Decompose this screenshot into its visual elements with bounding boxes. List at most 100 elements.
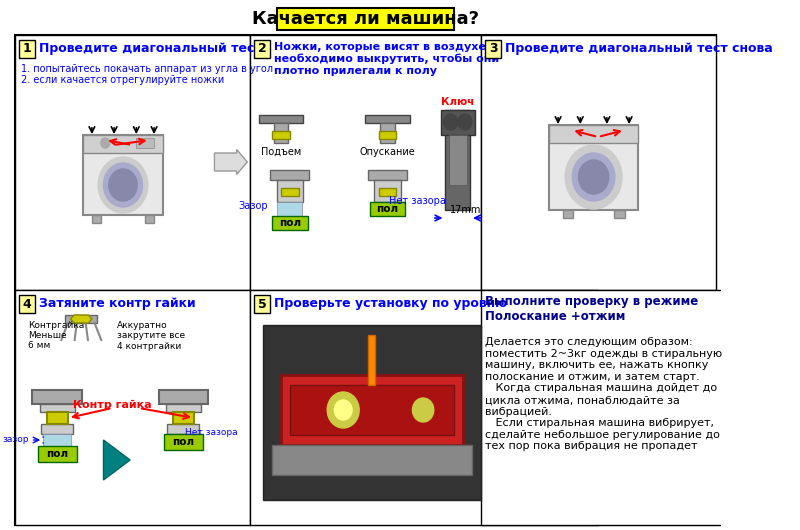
Text: Ножки, которые висят в воздухе,
необходимо выкрутить, чтобы они
плотно прилегали: Ножки, которые висят в воздухе, необходи… — [274, 42, 499, 76]
Bar — [145, 215, 154, 223]
Bar — [274, 123, 288, 143]
Bar — [83, 135, 163, 153]
Circle shape — [109, 169, 138, 201]
Text: Ключ: Ключ — [441, 97, 474, 107]
Bar — [43, 434, 71, 446]
Bar — [167, 424, 199, 434]
Bar — [272, 445, 472, 475]
Bar — [277, 8, 454, 30]
Text: Нет зазора: Нет зазора — [185, 428, 238, 437]
Bar — [66, 315, 98, 323]
Bar — [446, 110, 470, 210]
Circle shape — [103, 163, 142, 207]
Bar — [278, 202, 302, 216]
Text: Нет зазора: Нет зазора — [390, 196, 446, 206]
Text: Контргайка: Контргайка — [28, 321, 84, 330]
Polygon shape — [70, 315, 92, 323]
Bar — [83, 135, 163, 215]
Bar — [254, 40, 270, 58]
Bar — [136, 138, 154, 148]
Text: Подъем: Подъем — [261, 147, 301, 157]
Circle shape — [443, 114, 458, 130]
Text: 17mm: 17mm — [450, 205, 481, 215]
Bar — [368, 170, 407, 180]
Bar — [158, 390, 208, 404]
Text: 5: 5 — [258, 297, 266, 311]
Bar — [272, 216, 308, 230]
Text: пол: пол — [46, 449, 68, 459]
Bar — [254, 295, 270, 313]
Bar — [263, 325, 481, 500]
Bar — [259, 115, 303, 123]
Text: Проведите диагональный тест: Проведите диагональный тест — [38, 42, 262, 55]
Circle shape — [413, 398, 434, 422]
Bar — [42, 424, 74, 434]
Circle shape — [578, 160, 609, 194]
Bar — [486, 40, 502, 58]
Text: Качается ли машина?: Качается ли машина? — [252, 10, 479, 28]
Bar — [270, 170, 310, 180]
Bar — [290, 385, 454, 435]
Bar — [166, 404, 201, 412]
Bar — [381, 123, 394, 143]
Bar — [46, 412, 68, 424]
Text: 3: 3 — [489, 42, 498, 56]
Circle shape — [327, 392, 359, 428]
Bar — [378, 131, 397, 139]
Text: 4: 4 — [22, 297, 31, 311]
Text: Проверьте установку по уровню: Проверьте установку по уровню — [274, 297, 507, 310]
Circle shape — [101, 138, 110, 148]
Circle shape — [98, 157, 148, 213]
Bar — [614, 210, 625, 218]
Bar — [281, 375, 463, 445]
Bar — [38, 446, 77, 462]
Text: Меньше
6 мм: Меньше 6 мм — [28, 331, 66, 350]
Bar — [92, 215, 101, 223]
Bar — [19, 295, 35, 313]
Bar — [378, 188, 397, 196]
Text: Делается это следующим образом:
поместить 2~3кг одежды в стиральную
машину, вклю: Делается это следующим образом: поместит… — [486, 337, 722, 452]
Bar — [368, 335, 375, 385]
Text: Аккуратно
закрутите все
4 контргайки: Аккуратно закрутите все 4 контргайки — [117, 321, 185, 351]
Bar — [481, 290, 800, 525]
Text: 1: 1 — [22, 42, 31, 56]
Bar — [550, 125, 638, 143]
Bar — [173, 412, 194, 424]
Bar — [33, 390, 82, 404]
Circle shape — [334, 400, 352, 420]
Text: пол: пол — [172, 437, 194, 447]
Bar — [281, 188, 299, 196]
Bar — [39, 404, 75, 412]
Bar — [441, 110, 474, 135]
Text: 1. попытайтесь покачать аппарат из угла в угол: 1. попытайтесь покачать аппарат из угла … — [21, 64, 273, 74]
Bar — [370, 202, 406, 216]
Bar — [14, 290, 250, 525]
FancyArrow shape — [214, 149, 247, 174]
Circle shape — [565, 145, 622, 209]
Text: зазор: зазор — [2, 436, 29, 445]
Bar — [481, 35, 716, 290]
Text: пол: пол — [279, 218, 301, 228]
Text: Проведите диагональный тест снова: Проведите диагональный тест снова — [505, 42, 773, 55]
Text: 2. если качается отрегулируйте ножки: 2. если качается отрегулируйте ножки — [21, 75, 224, 85]
Text: Затяните контр гайки: Затяните контр гайки — [38, 297, 195, 310]
Bar — [449, 135, 466, 185]
Bar — [562, 210, 573, 218]
Text: 2: 2 — [258, 42, 266, 56]
Bar — [277, 180, 303, 202]
Bar — [19, 40, 35, 58]
Polygon shape — [103, 440, 130, 480]
Bar — [374, 180, 401, 202]
Bar — [272, 131, 290, 139]
Bar — [14, 35, 250, 290]
Text: Опускание: Опускание — [360, 147, 415, 157]
Bar — [164, 434, 203, 450]
Bar — [366, 115, 410, 123]
Text: Контр гайка: Контр гайка — [73, 400, 152, 410]
Circle shape — [458, 114, 472, 130]
Bar — [550, 125, 638, 210]
Text: Выполните проверку в режиме
Полоскание +отжим: Выполните проверку в режиме Полоскание +… — [486, 295, 698, 323]
Text: Зазор: Зазор — [238, 201, 268, 211]
Bar — [250, 35, 481, 290]
Circle shape — [572, 153, 615, 201]
